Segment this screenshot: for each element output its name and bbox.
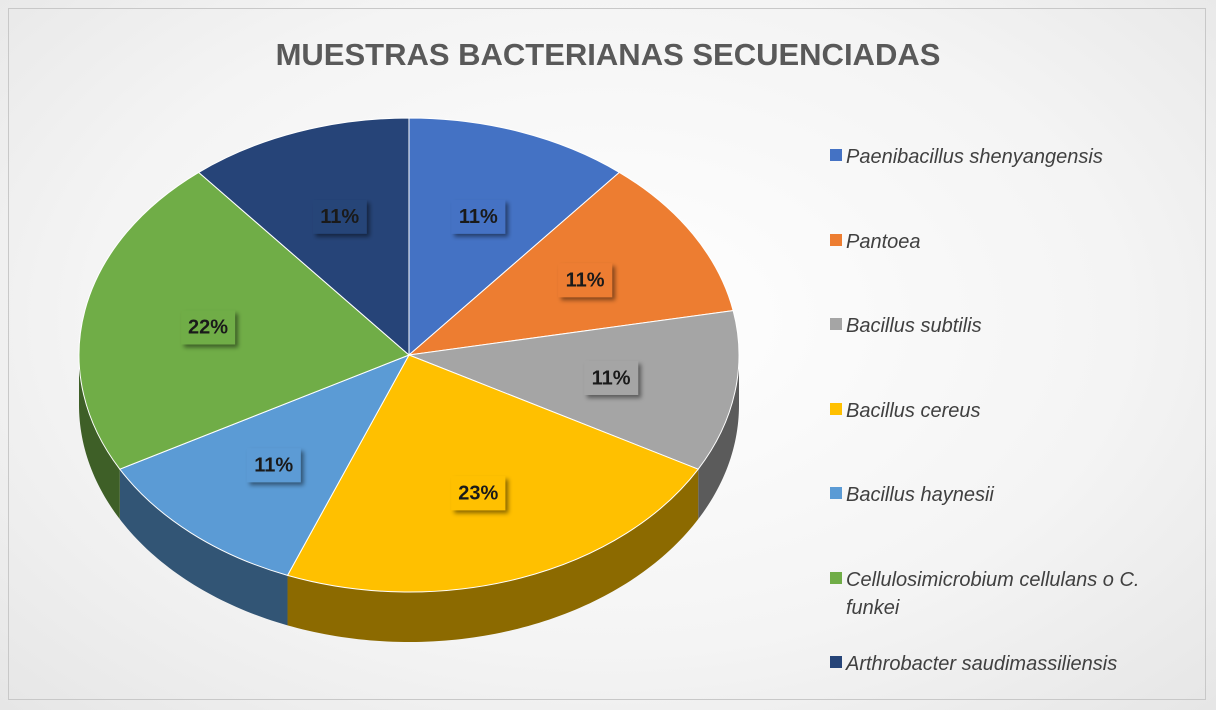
label-box — [584, 360, 639, 395]
chart-title: MUESTRAS BACTERIANAS SECUENCIADAS — [276, 37, 941, 72]
legend-item: Bacillus cereus — [830, 397, 1190, 425]
legend-swatch — [830, 318, 842, 330]
label-box — [312, 199, 367, 234]
slice — [197, 117, 410, 357]
slice — [286, 354, 699, 593]
legend-item: Bacillus subtilis — [830, 312, 1190, 340]
frame — [8, 8, 1206, 700]
label-box — [181, 310, 236, 345]
data-label: 11% — [459, 206, 498, 228]
label-box — [451, 476, 506, 511]
slice — [407, 310, 740, 470]
data-label: 23% — [458, 483, 498, 505]
legend-item: Bacillus haynesii — [830, 481, 1190, 509]
legend-item: Cellulosimicrobium cellulans o C. funkei — [830, 566, 1190, 622]
slice-side — [287, 469, 699, 642]
data-label: 11% — [592, 367, 631, 389]
legend-item: Paenibacillus shenyangensis — [830, 143, 1190, 171]
legend-label: Paenibacillus shenyangensis — [846, 146, 1103, 168]
legend-item: Pantoea — [830, 228, 1190, 256]
legend-swatch — [830, 656, 842, 668]
label-box — [558, 263, 613, 298]
slice-side — [119, 469, 288, 626]
legend-swatch — [830, 487, 842, 499]
label-box — [246, 448, 301, 483]
data-label: 11% — [320, 206, 359, 228]
legend-label: Arthrobacter saudimassiliensis — [846, 653, 1118, 675]
slice — [78, 171, 410, 470]
legend-swatch — [830, 571, 842, 584]
legend-swatch — [830, 149, 842, 161]
data-label: 11% — [254, 455, 293, 477]
legend-label: Bacillus cereus — [846, 399, 981, 422]
data-label: 11% — [566, 269, 605, 291]
legend-item: Arthrobacter saudimassiliensis — [830, 650, 1190, 678]
data-label: 22% — [188, 317, 228, 339]
legend-label: Bacillus subtilis — [846, 315, 982, 337]
legend-label: Pantoea — [846, 230, 921, 253]
legend-label: Cellulosimicrobium cellulans o C. funkei — [846, 568, 1140, 619]
legend-swatch — [830, 233, 842, 246]
label-box — [451, 199, 506, 234]
legend-swatch — [830, 402, 842, 415]
legend-label: Bacillus haynesii — [846, 484, 994, 506]
slice — [408, 117, 621, 357]
